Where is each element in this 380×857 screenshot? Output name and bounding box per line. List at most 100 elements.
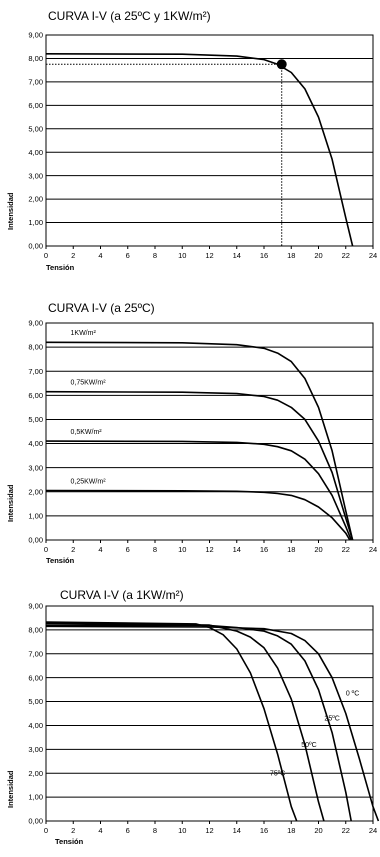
iv-curve (45, 622, 325, 822)
chart-title: CURVA I-V (a 1KW/m²) (60, 588, 184, 602)
y-tick-label: 0,00 (28, 242, 43, 251)
y-tick-label: 3,00 (28, 171, 43, 180)
x-tick-label: 2 (71, 545, 75, 554)
x-tick-label: 6 (126, 826, 130, 835)
chart-iv-25c-1kw: CURVA I-V (a 25ºC y 1KW/m²) Tensión Inte… (6, 9, 377, 272)
chart-iv-1kw: CURVA I-V (a 1KW/m²) Tensión Intensidad … (6, 588, 380, 846)
y-axis-label: Intensidad (6, 770, 15, 808)
y-tick-label: 1,00 (28, 793, 43, 802)
y-tick-label: 7,00 (28, 367, 43, 376)
curve-label: 0 ºC (346, 691, 359, 698)
x-tick-label: 6 (126, 251, 130, 260)
iv-curve (45, 390, 354, 541)
y-tick-label: 6,00 (28, 673, 43, 682)
plot-area (45, 34, 374, 247)
x-tick-label: 10 (178, 251, 186, 260)
curve-labels: 0 ºC 25ºC 50ºC 75ºC (270, 691, 359, 778)
curve-label: 50ºC (301, 742, 316, 749)
x-tick-label: 22 (342, 545, 350, 554)
iv-curve (45, 341, 354, 541)
x-tick-label: 24 (369, 826, 377, 835)
x-tick-label: 12 (205, 545, 213, 554)
y-tick-label: 0,00 (28, 817, 43, 826)
max-power-point (276, 59, 287, 70)
x-tick-labels: 0 2 4 6 8 10 12 14 16 18 20 22 24 (44, 821, 377, 835)
x-tick-label: 0 (44, 545, 48, 554)
curve-label: 0,25KW/m² (71, 478, 107, 485)
x-tick-label: 20 (314, 826, 322, 835)
x-tick-label: 12 (205, 251, 213, 260)
y-tick-label: 5,00 (28, 697, 43, 706)
x-tick-label: 18 (287, 545, 295, 554)
x-tick-label: 20 (314, 251, 322, 260)
y-tick-label: 8,00 (28, 54, 43, 63)
y-tick-label: 2,00 (28, 487, 43, 496)
iv-curve (45, 53, 354, 247)
y-tick-label: 6,00 (28, 391, 43, 400)
x-tick-label: 0 (44, 826, 48, 835)
x-tick-label: 0 (44, 251, 48, 260)
curves (45, 621, 380, 822)
x-tick-label: 4 (98, 826, 102, 835)
x-tick-label: 22 (342, 251, 350, 260)
iv-curve (45, 624, 352, 822)
plot-area (45, 605, 374, 822)
y-tick-label: 8,00 (28, 343, 43, 352)
y-tick-label: 1,00 (28, 218, 43, 227)
x-axis-label: Tensión (46, 556, 75, 565)
y-tick-label: 7,00 (28, 649, 43, 658)
iv-curve (45, 440, 352, 541)
curve-label: 75ºC (270, 771, 285, 778)
x-tick-label: 14 (233, 826, 241, 835)
y-axis-label: Intensidad (6, 484, 15, 522)
curve-label: 25ºC (324, 716, 339, 723)
x-tick-label: 10 (178, 545, 186, 554)
y-tick-label: 9,00 (28, 602, 43, 611)
curve-label: 0,75KW/m² (71, 379, 107, 386)
x-tick-label: 14 (233, 251, 241, 260)
x-tick-label: 24 (369, 251, 377, 260)
curve-label: 1KW/m² (71, 330, 97, 337)
y-tick-label: 0,00 (28, 536, 43, 545)
y-tick-label: 6,00 (28, 101, 43, 110)
y-tick-labels: 0,00 1,00 2,00 3,00 4,00 5,00 6,00 7,00 8,00 9,00 (28, 31, 43, 251)
y-tick-labels: 0,00 1,00 2,00 3,00 4,00 5,00 6,00 7,00 8,00 9,00 (28, 602, 43, 826)
chart-title: CURVA I-V (a 25ºC y 1KW/m²) (48, 9, 211, 23)
y-tick-label: 2,00 (28, 195, 43, 204)
grid-lines (46, 346, 373, 517)
x-tick-label: 24 (369, 545, 377, 554)
y-tick-label: 7,00 (28, 77, 43, 86)
iv-curve (45, 489, 351, 541)
y-axis-label: Intensidad (6, 192, 15, 230)
x-tick-label: 18 (287, 251, 295, 260)
x-tick-labels: 0 2 4 6 8 10 12 14 16 18 20 22 24 (44, 540, 377, 554)
x-tick-label: 12 (205, 826, 213, 835)
x-tick-label: 22 (342, 826, 350, 835)
y-tick-label: 5,00 (28, 415, 43, 424)
curves (45, 53, 354, 247)
y-tick-labels: 0,00 1,00 2,00 3,00 4,00 5,00 6,00 7,00 8,00 9,00 (28, 319, 43, 545)
plot-area (45, 322, 374, 541)
x-tick-label: 6 (126, 545, 130, 554)
x-tick-label: 16 (260, 826, 268, 835)
x-tick-labels: 0 2 4 6 8 10 12 14 16 18 20 22 24 (44, 246, 377, 260)
y-tick-label: 3,00 (28, 463, 43, 472)
x-tick-label: 16 (260, 251, 268, 260)
x-tick-label: 14 (233, 545, 241, 554)
x-tick-label: 10 (178, 826, 186, 835)
x-tick-label: 8 (153, 826, 157, 835)
y-tick-label: 2,00 (28, 769, 43, 778)
y-tick-label: 9,00 (28, 31, 43, 40)
y-tick-label: 9,00 (28, 319, 43, 328)
x-tick-label: 2 (71, 251, 75, 260)
x-axis-label: Tensión (55, 837, 84, 846)
y-tick-label: 5,00 (28, 124, 43, 133)
y-tick-label: 4,00 (28, 721, 43, 730)
y-tick-label: 3,00 (28, 745, 43, 754)
y-tick-label: 4,00 (28, 148, 43, 157)
x-tick-label: 20 (314, 545, 322, 554)
x-tick-label: 4 (98, 545, 102, 554)
x-axis-label: Tensión (46, 263, 75, 272)
curves (45, 341, 354, 541)
